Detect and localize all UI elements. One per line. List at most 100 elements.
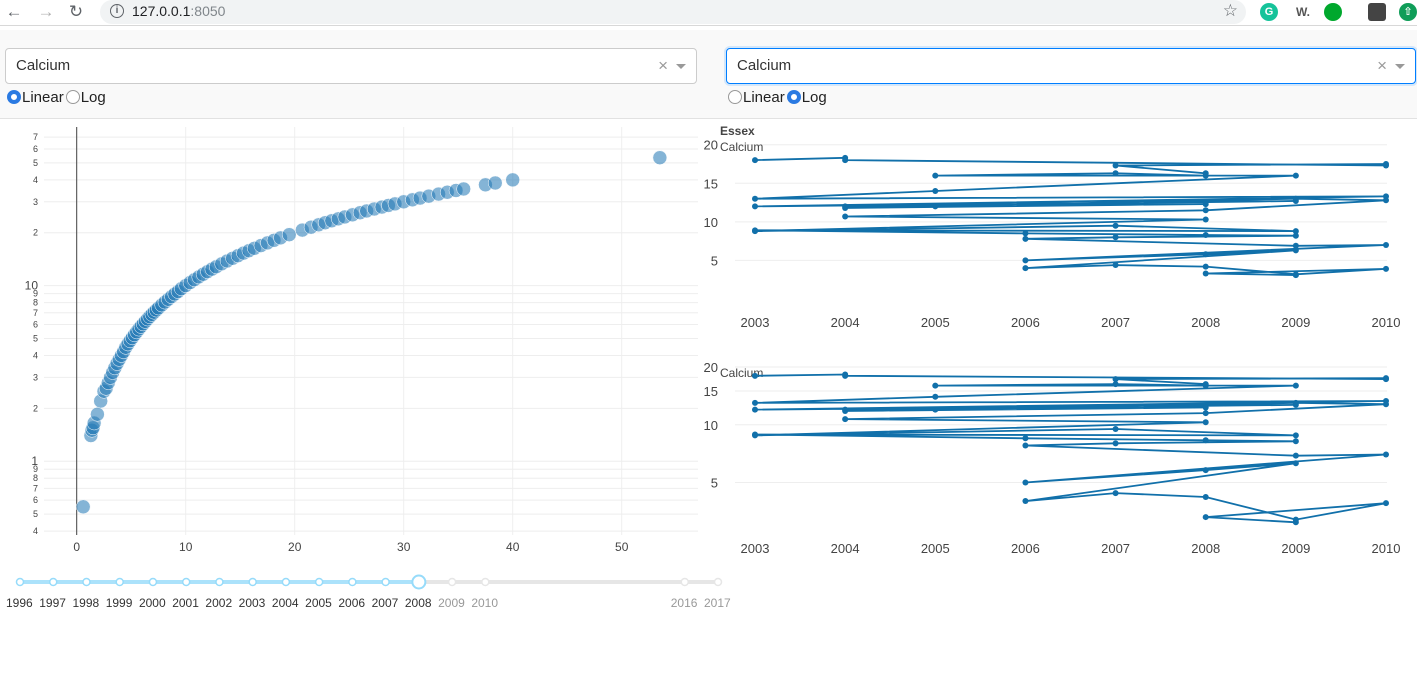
radio-circle-icon[interactable]	[728, 90, 742, 104]
series-point	[1292, 438, 1299, 445]
series-point	[932, 393, 939, 400]
slider-dot	[381, 577, 390, 587]
left-radio-log[interactable]: Log	[65, 89, 106, 106]
left-radio-linear-label: Linear	[22, 88, 64, 106]
forward-arrow-icon[interactable]: →	[37, 2, 55, 21]
slider-year-label[interactable]: 2006	[338, 596, 366, 610]
extension-icon[interactable]: ⇧	[1399, 3, 1417, 21]
slider-year-label[interactable]: 2000	[138, 596, 166, 610]
slider-year-label[interactable]: 2005	[305, 596, 332, 610]
url-text[interactable]: 127.0.0.1:8050	[132, 3, 225, 19]
series-point	[1022, 498, 1029, 505]
slider-dot	[215, 577, 224, 587]
series-point	[1292, 519, 1299, 526]
y-minor-tick-label: 4	[33, 175, 38, 185]
slider-handle[interactable]	[411, 574, 427, 590]
series-point	[1202, 437, 1209, 444]
back-arrow-icon[interactable]: ←	[5, 2, 23, 21]
series-point	[842, 372, 849, 379]
grammarly-icon[interactable]: G	[1260, 3, 1278, 21]
right-clear-icon[interactable]: ×	[1377, 56, 1387, 75]
wordtune-icon[interactable]: W.	[1296, 5, 1310, 19]
y-tick-label: 10	[704, 215, 718, 230]
right-radio-linear[interactable]: Linear	[728, 89, 785, 106]
series-point	[842, 407, 849, 414]
slider-year-label[interactable]: 2016	[670, 596, 698, 610]
x-tick-label: 2006	[1011, 541, 1040, 556]
series-point	[1202, 270, 1209, 277]
series-point	[1292, 460, 1299, 467]
left-radio-linear[interactable]: Linear	[7, 89, 64, 106]
slider-year-label[interactable]: 2007	[371, 596, 399, 610]
x-tick-label: 2005	[921, 541, 950, 556]
series-point	[1112, 170, 1119, 177]
left-clear-icon[interactable]: ×	[658, 56, 668, 75]
series-point	[752, 157, 758, 164]
x-tick-label: 30	[397, 540, 411, 554]
slider-year-label[interactable]: 1997	[39, 596, 66, 610]
reload-icon[interactable]: ↻	[68, 2, 84, 21]
scatter-point	[75, 499, 91, 515]
star-icon[interactable]: ☆	[1222, 1, 1238, 20]
radio-circle-icon[interactable]	[65, 90, 80, 104]
y-minor-tick-label: 2	[33, 403, 38, 413]
series-point	[1292, 228, 1299, 235]
slider-year-label[interactable]: 1996	[6, 596, 33, 610]
slider-year-label[interactable]: 2009	[438, 596, 465, 610]
x-tick-label: 40	[506, 540, 520, 554]
slider-year-label[interactable]: 1998	[72, 596, 100, 610]
slider-year-label[interactable]: 2001	[172, 596, 199, 610]
profile-avatar[interactable]	[1368, 3, 1386, 21]
series-point	[1383, 401, 1389, 408]
series-point	[1202, 172, 1209, 179]
slider-dot	[713, 577, 723, 587]
evernote-icon[interactable]	[1324, 3, 1342, 21]
right-element-dropdown[interactable]: Calcium ×	[726, 48, 1416, 84]
series-point	[1292, 232, 1299, 239]
y-minor-tick-label: 3	[33, 197, 38, 207]
scatter-point	[90, 407, 105, 422]
slider-year-label[interactable]: 2003	[238, 596, 266, 610]
series-point	[1112, 490, 1119, 497]
series-point	[1292, 247, 1299, 254]
series-point	[1022, 235, 1029, 242]
slider-dot	[82, 577, 91, 587]
slider-year-label[interactable]: 2010	[471, 596, 499, 610]
x-tick-label: 2010	[1372, 315, 1401, 330]
left-element-dropdown[interactable]: Calcium ×	[5, 48, 697, 84]
right-radio-log[interactable]: Log	[786, 88, 827, 106]
slider-year-label[interactable]: 2017	[704, 596, 731, 610]
x-tick-label: 2003	[741, 541, 770, 556]
year-slider[interactable]	[0, 570, 740, 594]
slider-year-label[interactable]: 2004	[271, 596, 299, 610]
slider-year-label[interactable]: 2008	[404, 596, 432, 610]
timeseries-chart-linear[interactable]: 5 10 15 20 2003 2004 2005 2006 2007 2008 2009 2010 E…	[700, 119, 1417, 339]
right-radio-log-label: Log	[801, 88, 827, 106]
slider-year-label[interactable]: 2002	[205, 596, 233, 610]
right-chevron-down-icon[interactable]	[1395, 64, 1405, 69]
address-bar[interactable]: i 127.0.0.1:8050 ☆	[100, 0, 1246, 24]
y-tick-label: 5	[711, 253, 718, 268]
radio-circle-icon[interactable]	[786, 90, 801, 104]
slider-year-label[interactable]: 1999	[105, 596, 133, 610]
radio-circle-icon[interactable]	[7, 90, 21, 104]
series-point	[752, 203, 758, 210]
left-dropdown-value: Calcium	[16, 57, 71, 74]
series-point	[1202, 404, 1209, 411]
series-point	[1202, 251, 1209, 258]
info-icon[interactable]: i	[110, 4, 124, 18]
series-point	[1112, 162, 1119, 169]
series-point	[1292, 242, 1299, 249]
series-point	[1383, 500, 1389, 507]
left-chevron-down-icon[interactable]	[676, 64, 686, 69]
x-tick-label: 2009	[1281, 541, 1310, 556]
x-tick-label: 2008	[1191, 541, 1220, 556]
series-point	[1202, 382, 1209, 389]
y-minor-tick-label: 2	[33, 228, 38, 238]
x-tick-label: 2005	[921, 315, 950, 330]
slider-dot	[15, 577, 25, 587]
series-point	[1022, 265, 1029, 272]
x-tick-label: 2010	[1372, 541, 1401, 556]
